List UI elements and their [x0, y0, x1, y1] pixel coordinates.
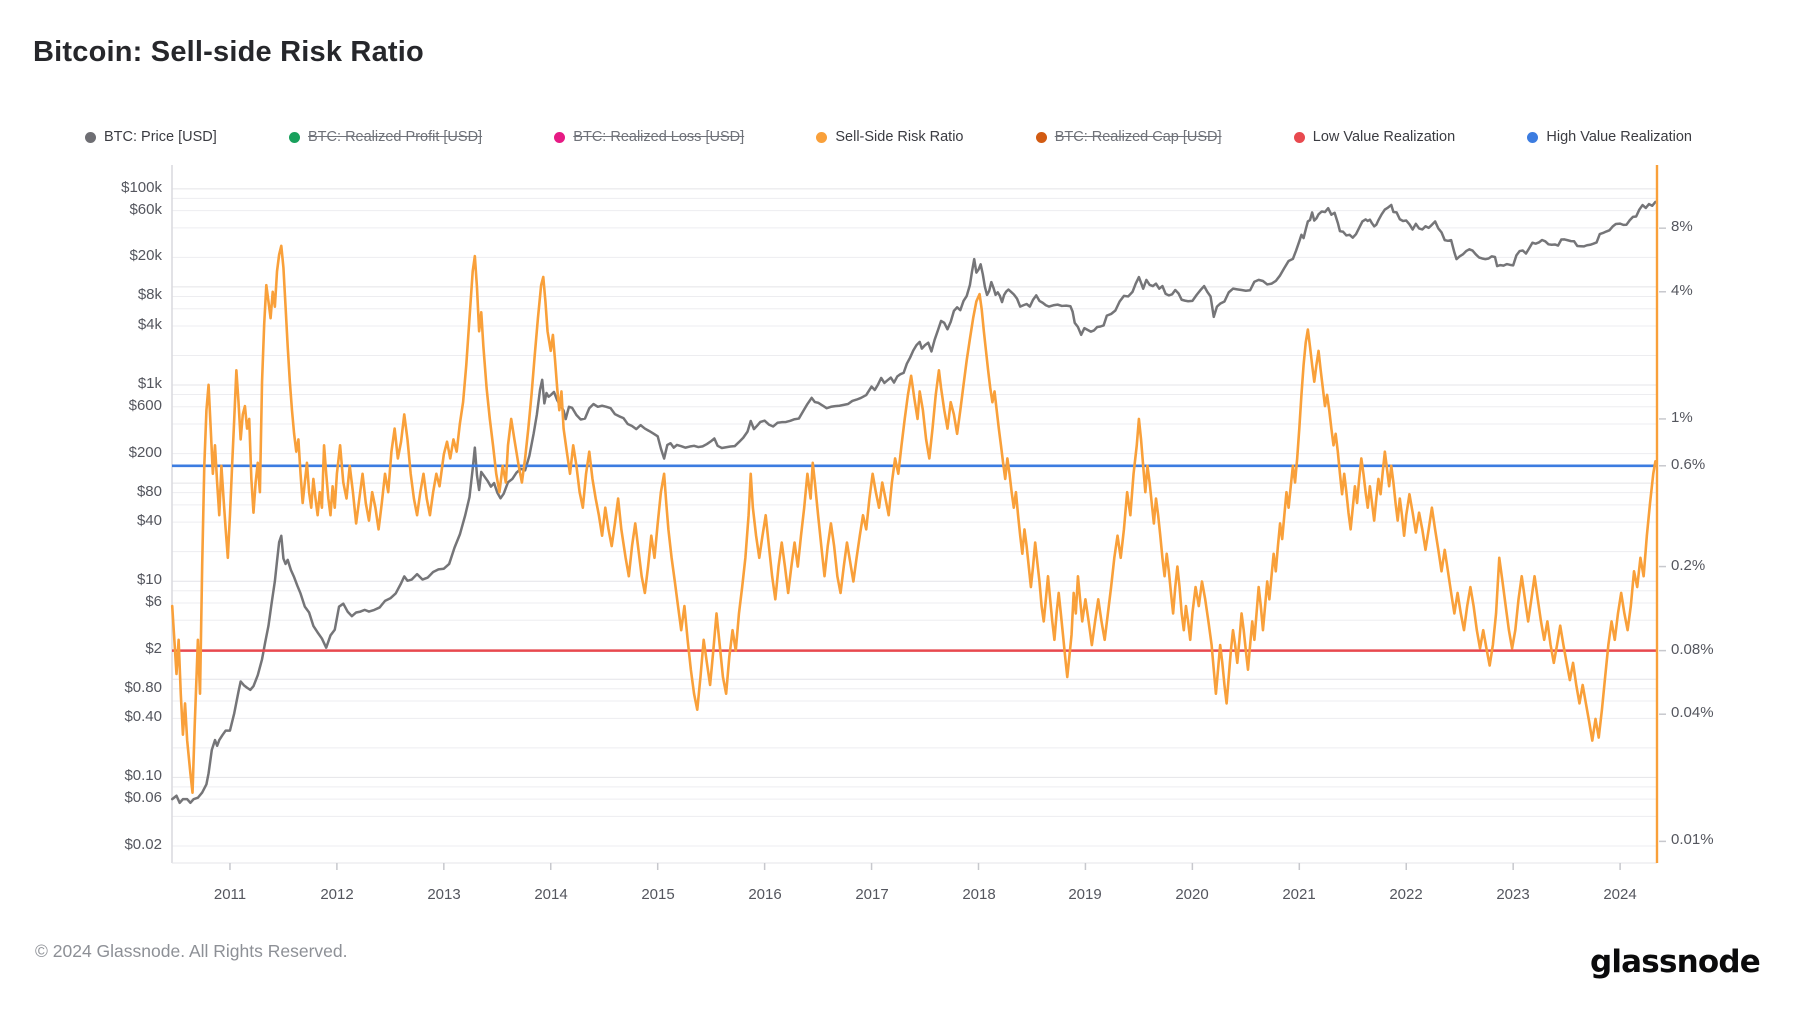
- y-left-tick-label: $0.10: [124, 767, 162, 784]
- legend-item-label: BTC: Price [USD]: [104, 129, 217, 145]
- legend-item-3[interactable]: Sell-Side Risk Ratio: [816, 129, 964, 145]
- page-title: Bitcoin: Sell-side Risk Ratio: [33, 36, 424, 68]
- legend-dot-icon: [1527, 131, 1539, 143]
- legend-item-label: BTC: Realized Cap [USD]: [1054, 129, 1222, 145]
- y-left-tick-label: $600: [128, 397, 162, 414]
- y-left-tick-label: $0.80: [124, 679, 162, 696]
- y-left-tick-label: $10: [136, 571, 162, 588]
- y-right-tick-label: 4%: [1671, 282, 1693, 299]
- legend-item-label: BTC: Realized Profit [USD]: [308, 129, 483, 145]
- legend-item-5[interactable]: Low Value Realization: [1293, 129, 1456, 145]
- legend-item-label: BTC: Realized Loss [USD]: [573, 129, 745, 145]
- legend-item-label: Sell-Side Risk Ratio: [835, 129, 964, 145]
- x-tick-label: 2012: [320, 886, 354, 903]
- y-right-tick-label: 8%: [1671, 218, 1693, 235]
- btc-price-line[interactable]: [170, 200, 1657, 805]
- x-tick-label: 2020: [1175, 886, 1209, 903]
- x-tick-label: 2013: [427, 886, 461, 903]
- legend: BTC: Price [USD] BTC: Realized Profit [US…: [85, 129, 1692, 145]
- y-right-tick-label: 0.08%: [1671, 641, 1714, 658]
- legend-item-1[interactable]: BTC: Realized Profit [USD]: [289, 129, 482, 145]
- y-left-tick-label: $200: [128, 444, 162, 461]
- legend-item-6[interactable]: High Value Realization: [1527, 129, 1692, 145]
- x-tick-label: 2019: [1068, 886, 1102, 903]
- x-tick-label: 2023: [1496, 886, 1530, 903]
- y-right-tick-label: 0.04%: [1671, 704, 1714, 721]
- x-tick-label: 2024: [1603, 886, 1637, 903]
- legend-item-2[interactable]: BTC: Realized Loss [USD]: [554, 129, 744, 145]
- x-tick-label: 2011: [213, 886, 247, 903]
- y-left-tick-label: $40: [136, 512, 162, 529]
- y-right-tick-label: 0.2%: [1671, 557, 1706, 574]
- legend-dot-icon: [1293, 131, 1305, 143]
- legend-item-0[interactable]: BTC: Price [USD]: [85, 129, 217, 145]
- x-tick-label: 2016: [748, 886, 782, 903]
- legend-dot-icon: [289, 131, 301, 143]
- x-tick-label: 2022: [1389, 886, 1423, 903]
- legend-dot-icon: [554, 131, 566, 143]
- y-right-tick-label: 0.6%: [1671, 456, 1706, 473]
- legend-dot-icon: [85, 131, 96, 143]
- y-left-tick-label: $2: [145, 640, 162, 657]
- y-left-tick-label: $1k: [137, 375, 162, 392]
- x-tick-label: 2014: [534, 886, 568, 903]
- y-left-tick-label: $20k: [129, 247, 162, 264]
- y-left-tick-label: $80: [136, 483, 162, 500]
- y-left-tick-label: $60k: [129, 201, 162, 218]
- x-tick-label: 2021: [1282, 886, 1316, 903]
- y-left-tick-label: $100k: [121, 179, 162, 196]
- y-left-tick-label: $4k: [137, 316, 162, 333]
- y-left-tick-label: $8k: [137, 286, 162, 303]
- x-tick-label: 2015: [641, 886, 675, 903]
- legend-dot-icon: [816, 131, 828, 143]
- x-tick-label: 2017: [855, 886, 889, 903]
- legend-item-label: Low Value Realization: [1312, 129, 1456, 145]
- legend-item-label: High Value Realization: [1546, 129, 1692, 145]
- y-right-tick-label: 1%: [1671, 409, 1693, 426]
- y-left-tick-label: $0.02: [124, 836, 162, 853]
- legend-item-4[interactable]: BTC: Realized Cap [USD]: [1035, 129, 1222, 145]
- sell-side-risk-ratio-line[interactable]: [170, 244, 1657, 795]
- y-right-tick-label: 0.01%: [1671, 831, 1714, 848]
- y-left-tick-label: $0.06: [124, 789, 162, 806]
- glassnode-logo: glassnode: [1589, 944, 1761, 980]
- copyright-text: © 2024 Glassnode. All Rights Reserved.: [35, 941, 348, 961]
- y-left-tick-label: $6: [145, 593, 162, 610]
- x-tick-label: 2018: [962, 886, 996, 903]
- y-left-tick-label: $0.40: [124, 708, 162, 725]
- legend-dot-icon: [1035, 131, 1047, 143]
